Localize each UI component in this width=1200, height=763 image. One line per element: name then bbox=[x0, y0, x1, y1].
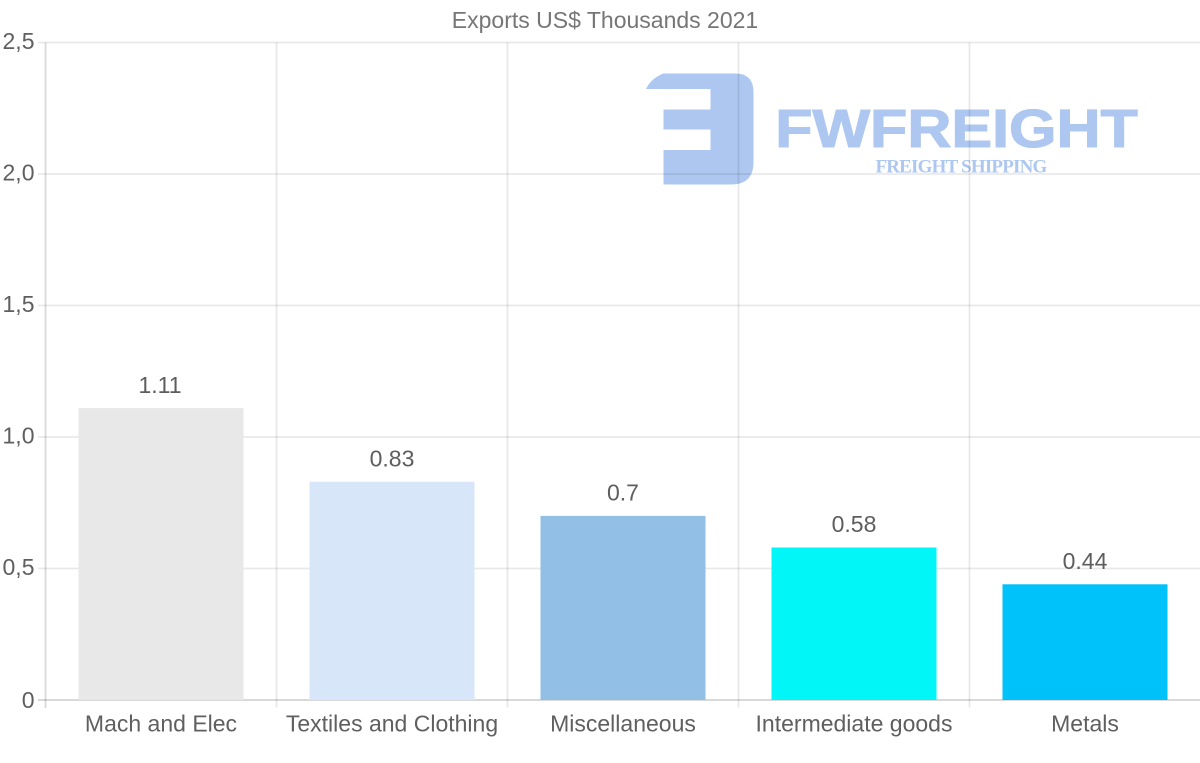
svg-text:Intermediate goods: Intermediate goods bbox=[756, 711, 953, 737]
svg-text:1,0: 1,0 bbox=[3, 423, 35, 449]
svg-text:FREIGHT SHIPPING: FREIGHT SHIPPING bbox=[875, 156, 1047, 177]
svg-text:2,0: 2,0 bbox=[3, 160, 35, 186]
svg-text:Exports US$ Thousands 2021: Exports US$ Thousands 2021 bbox=[452, 7, 758, 33]
svg-text:0.7: 0.7 bbox=[607, 480, 639, 506]
svg-text:2,5: 2,5 bbox=[3, 28, 35, 54]
svg-text:Metals: Metals bbox=[1051, 711, 1119, 737]
svg-text:0.58: 0.58 bbox=[832, 511, 877, 537]
svg-text:0.83: 0.83 bbox=[370, 445, 415, 471]
svg-text:FWFREIGHT: FWFREIGHT bbox=[775, 99, 1138, 159]
svg-text:Miscellaneous: Miscellaneous bbox=[550, 711, 696, 737]
svg-text:0: 0 bbox=[22, 687, 35, 713]
svg-text:1,5: 1,5 bbox=[3, 291, 35, 317]
svg-text:Textiles and Clothing: Textiles and Clothing bbox=[286, 711, 498, 737]
svg-text:Mach and Elec: Mach and Elec bbox=[85, 711, 237, 737]
svg-text:0.44: 0.44 bbox=[1063, 548, 1108, 574]
svg-text:1.11: 1.11 bbox=[138, 372, 181, 398]
svg-text:0,5: 0,5 bbox=[3, 554, 35, 580]
